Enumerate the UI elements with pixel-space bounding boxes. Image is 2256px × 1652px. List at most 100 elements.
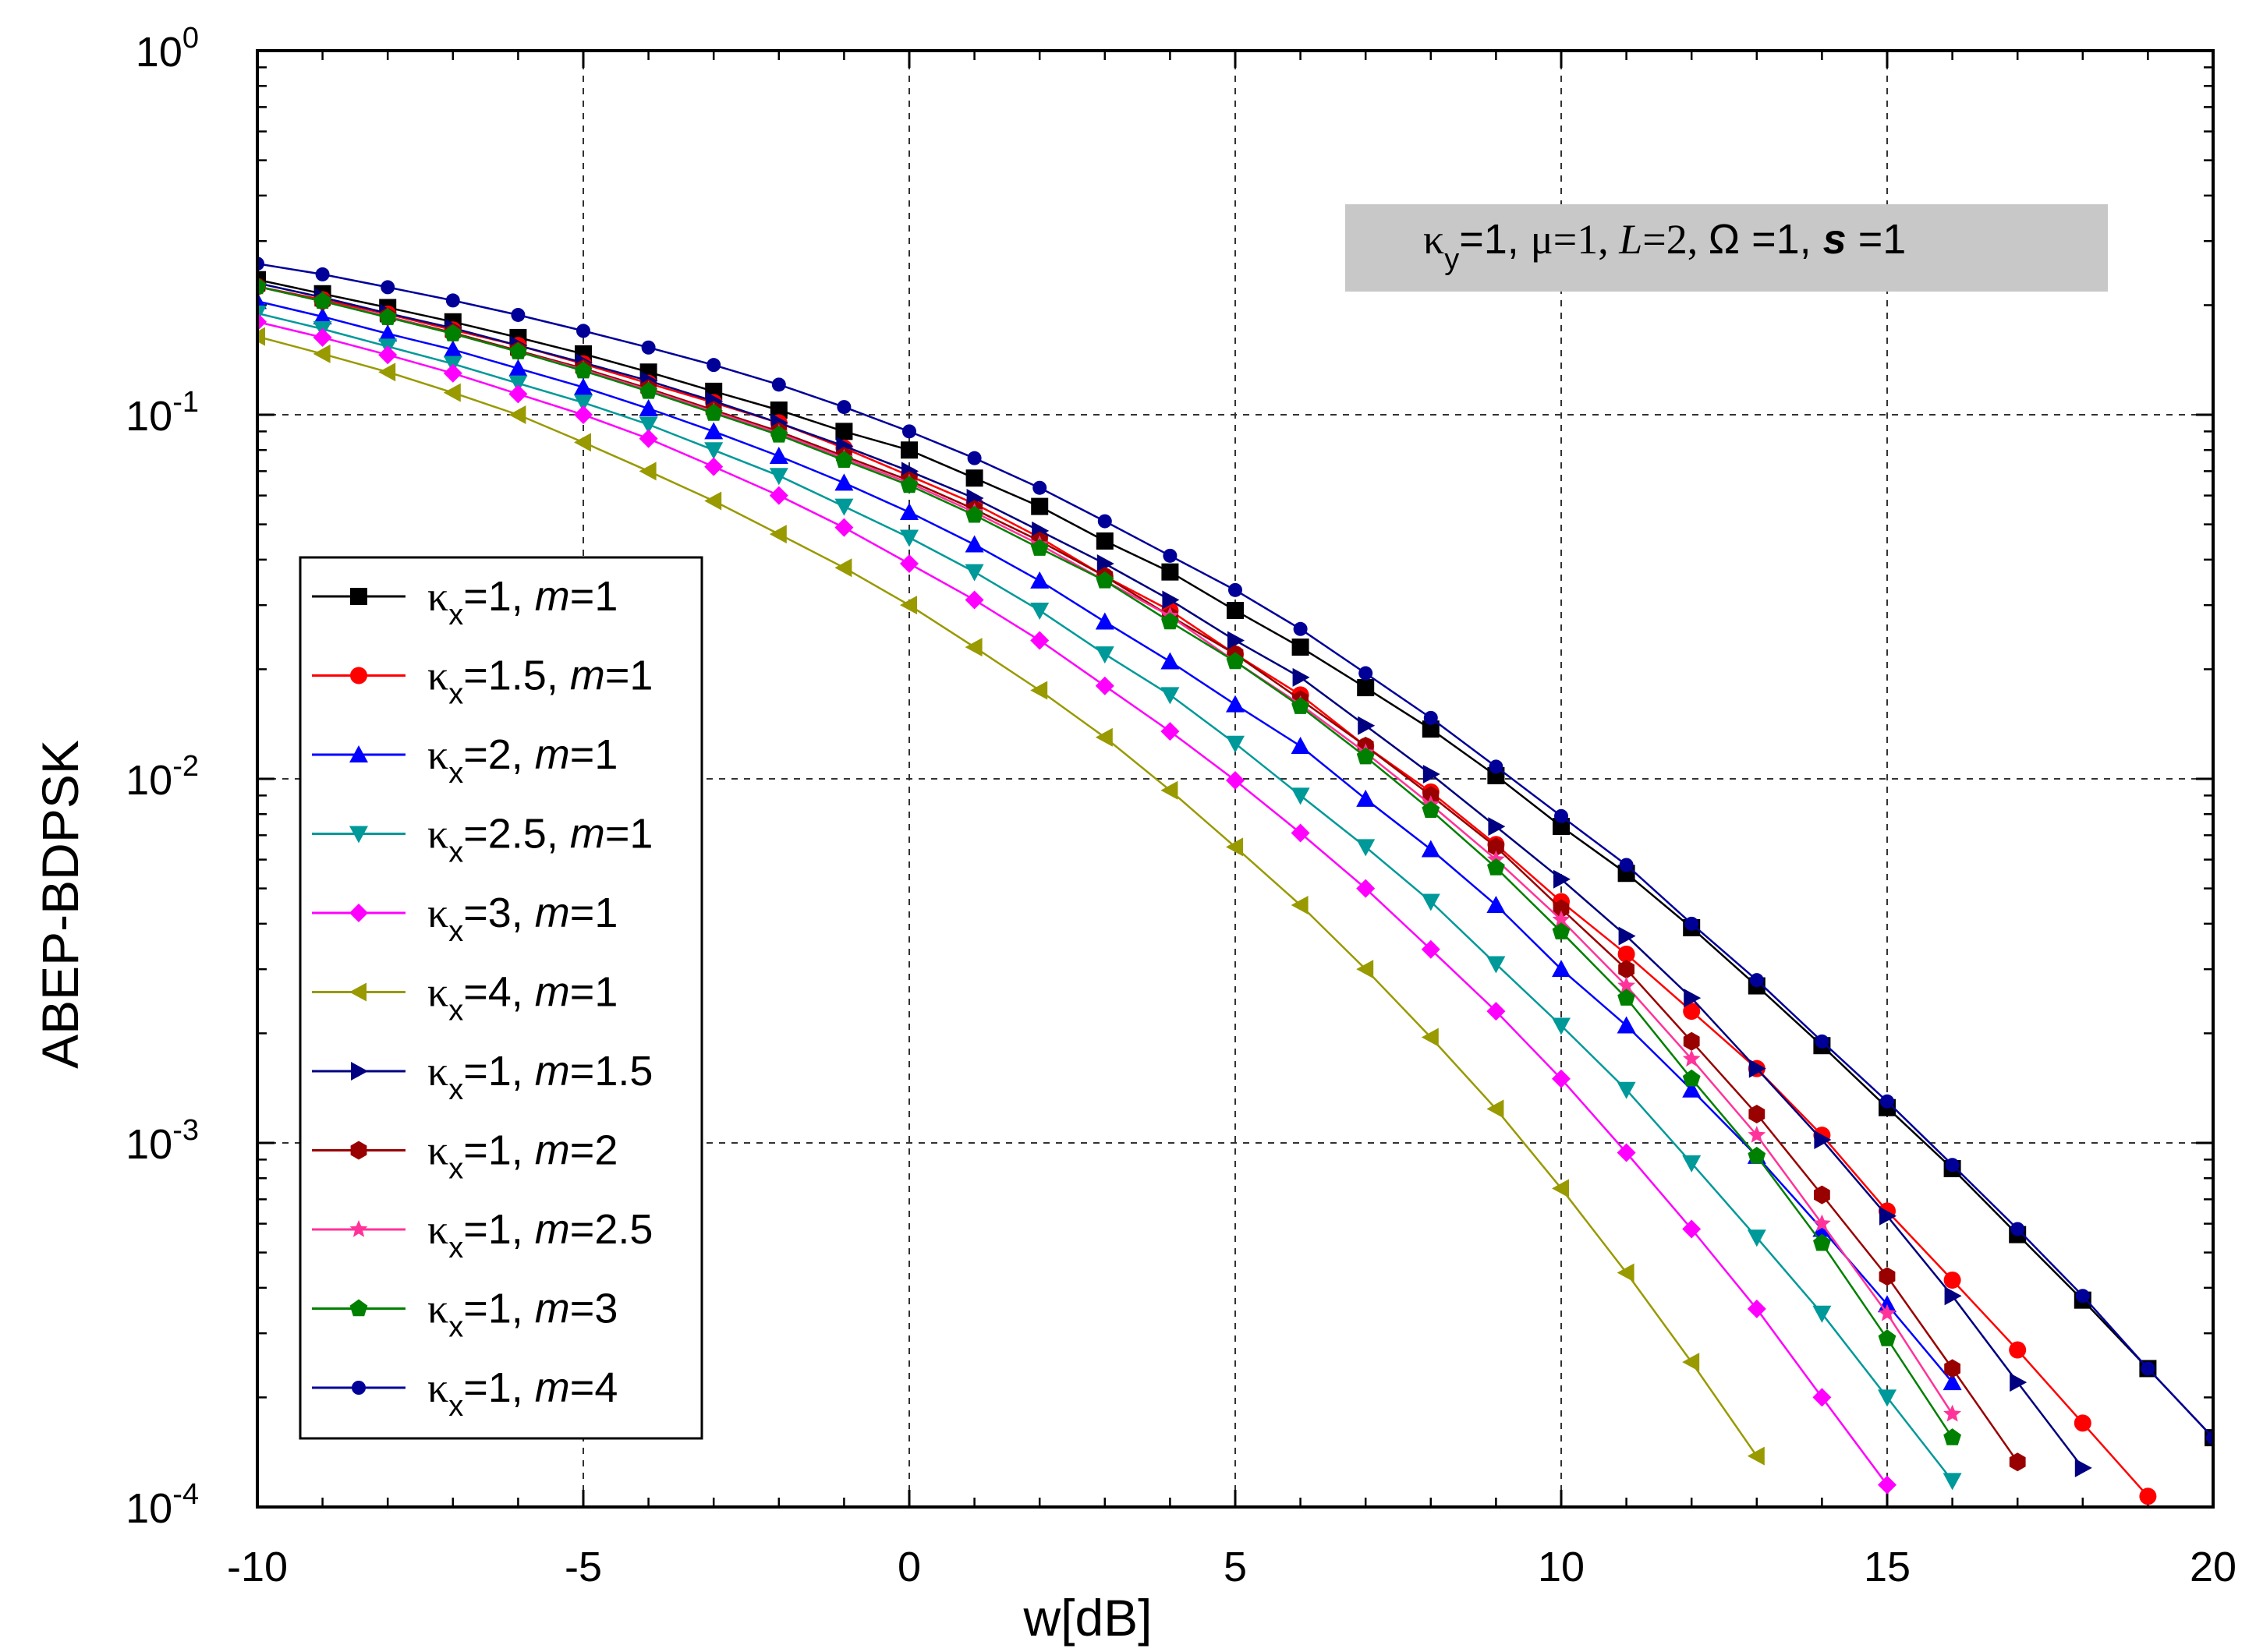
- legend-label-part: m: [570, 653, 605, 699]
- data-point: [1422, 765, 1440, 784]
- data-point: [1943, 1428, 1961, 1445]
- data-point: [639, 429, 658, 448]
- data-point: [1486, 1002, 1506, 1021]
- data-point: [1682, 1155, 1702, 1173]
- plot-frame: [256, 49, 2215, 1509]
- legend-label-part: m: [535, 1364, 570, 1411]
- annot-s-val: =1: [1847, 216, 1907, 263]
- legend-label-part: =2.5: [570, 1206, 653, 1253]
- data-point: [2074, 1458, 2092, 1477]
- legend-label: κx=3, m=1: [427, 890, 618, 948]
- legend-label-part: x: [448, 678, 463, 711]
- data-point: [1683, 1031, 1700, 1051]
- data-point: [1030, 603, 1050, 621]
- legend-label-part: =3,: [463, 890, 535, 936]
- data-point: [313, 292, 331, 310]
- data-point: [1030, 681, 1048, 700]
- data-point: [313, 344, 331, 363]
- data-point: [2139, 1488, 2157, 1505]
- data-point: [1160, 780, 1178, 800]
- data-point: [508, 375, 528, 393]
- data-point: [965, 469, 983, 487]
- data-point: [1617, 1016, 1636, 1034]
- data-point: [1292, 667, 1310, 687]
- data-point: [1878, 1475, 1897, 1495]
- legend-label-part: =1: [570, 573, 618, 620]
- data-point: [1944, 1359, 1960, 1378]
- data-point: [770, 425, 788, 443]
- data-point: [1879, 1267, 1896, 1286]
- data-point: [2010, 1373, 2028, 1392]
- data-point: [902, 424, 916, 439]
- legend-marker: [349, 1220, 368, 1237]
- data-point: [1749, 973, 1764, 988]
- y-tick-labels: 100 10-1 10-2 10-3 10-4: [126, 22, 199, 1532]
- data-point: [443, 383, 461, 402]
- series-6: [257, 327, 1765, 1466]
- data-point: [1487, 858, 1505, 876]
- data-point: [313, 327, 332, 347]
- data-point: [1684, 989, 1702, 1008]
- data-point: [257, 312, 267, 331]
- data-point: [901, 441, 918, 459]
- data-point: [378, 345, 398, 365]
- data-point: [1097, 514, 1112, 529]
- legend-label: κx=1, m=4: [427, 1364, 618, 1423]
- data-point: [508, 405, 526, 424]
- data-point: [704, 457, 724, 476]
- data-point: [1095, 727, 1113, 747]
- data-point: [707, 358, 721, 373]
- x-tick-labels: -10 -5 0 5 10 15 20: [227, 1544, 2237, 1590]
- data-point: [378, 324, 398, 341]
- legend-label-part: =1: [605, 653, 653, 699]
- data-point: [1878, 1389, 1897, 1407]
- data-point: [2206, 1431, 2213, 1445]
- data-point: [313, 307, 332, 325]
- legend-label-part: =4: [570, 1364, 618, 1411]
- data-point: [1813, 1233, 1831, 1251]
- legend-label-part: x: [448, 1153, 463, 1186]
- series-11: [257, 256, 2213, 1445]
- data-point: [1226, 735, 1245, 753]
- data-point: [639, 399, 658, 417]
- legend-item: κx=1, m=1: [312, 573, 618, 631]
- data-point: [1160, 687, 1180, 705]
- data-point: [1489, 759, 1503, 774]
- legend-label-part: x: [448, 837, 463, 869]
- legend-label-part: =1,: [463, 573, 535, 620]
- data-point: [1682, 1353, 1700, 1372]
- data-point: [1291, 823, 1310, 843]
- legend-label-part: =4,: [463, 969, 535, 1016]
- legend-label: κx=2.5, m=1: [427, 811, 653, 869]
- data-point: [1618, 926, 1636, 946]
- y-tick-label: 10-4: [126, 1478, 199, 1532]
- legend-label-part: m: [535, 1127, 570, 1174]
- legend-label-part: =1,: [463, 1364, 535, 1411]
- data-point: [1226, 652, 1245, 670]
- legend-item: κx=1, m=2: [312, 1127, 618, 1186]
- data-point: [1421, 893, 1440, 911]
- data-point: [1227, 631, 1245, 650]
- legend-item: κx=1, m=2.5: [312, 1206, 653, 1265]
- data-point: [1878, 1329, 1897, 1346]
- data-point: [2009, 1452, 2026, 1472]
- legend-marker: [349, 826, 368, 844]
- legend-label: κx=1, m=2: [427, 1127, 618, 1186]
- data-point: [1226, 695, 1245, 713]
- x-tick-label: 10: [1538, 1544, 1585, 1590]
- legend-label-part: κ: [427, 731, 448, 778]
- legend-label-part: =1: [570, 969, 618, 1016]
- legend-label: κx=1, m=1.5: [427, 1048, 653, 1106]
- legend-label-part: =1,: [463, 1206, 535, 1253]
- data-point: [639, 381, 657, 399]
- data-point: [770, 402, 788, 419]
- data-point: [704, 491, 722, 511]
- data-point: [1030, 571, 1050, 589]
- data-point: [1358, 716, 1376, 735]
- data-point: [835, 451, 853, 469]
- series-line: [257, 320, 1889, 1486]
- legend-label-part: m: [570, 811, 605, 858]
- legend-label-part: x: [448, 1232, 463, 1265]
- data-point: [1812, 1388, 1832, 1407]
- legend-item: κx=1, m=4: [312, 1364, 618, 1423]
